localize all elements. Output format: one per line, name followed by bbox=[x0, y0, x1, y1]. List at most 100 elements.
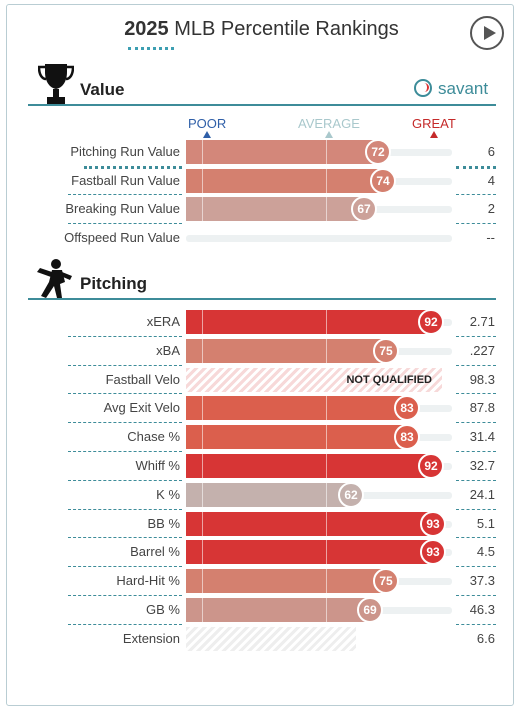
row-divider bbox=[456, 508, 496, 510]
not-qualified-bar: NOT QUALIFIED bbox=[186, 367, 442, 392]
row-divider bbox=[456, 165, 496, 169]
row-divider bbox=[68, 393, 182, 395]
pitching-row-fastball-velo[interactable]: Fastball Velo NOT QUALIFIED 98.3 bbox=[0, 366, 523, 394]
metric-value: 31.4 bbox=[469, 429, 495, 445]
page-title: 2025 MLB Percentile Rankings bbox=[0, 18, 523, 41]
metric-value: 2 bbox=[487, 201, 495, 217]
row-divider bbox=[68, 194, 182, 196]
percentile-bubble: 75 bbox=[373, 568, 399, 595]
row-divider bbox=[456, 194, 496, 196]
row-divider bbox=[68, 479, 182, 481]
percentile-bubble: 69 bbox=[357, 597, 383, 623]
metric-value: 32.7 bbox=[469, 458, 495, 473]
percentile-bar bbox=[186, 140, 378, 164]
pitching-row-k-pct[interactable]: K % 62 24.1 bbox=[0, 481, 523, 509]
metric-value: 98.3 bbox=[469, 371, 495, 387]
value-row-offspeed-run-value[interactable]: Offspeed Run Value -- bbox=[0, 224, 523, 252]
scale-poor: POOR bbox=[188, 116, 226, 138]
percentile-bubble: 62 bbox=[338, 481, 364, 508]
row-divider bbox=[68, 451, 182, 452]
scale-great: GREAT bbox=[412, 116, 456, 138]
savant-logo[interactable]: savant bbox=[438, 79, 489, 98]
row-divider bbox=[68, 335, 182, 337]
row-divider bbox=[456, 479, 496, 481]
row-divider bbox=[456, 223, 496, 225]
trophy-icon bbox=[38, 64, 74, 104]
title-text: MLB Percentile Rankings bbox=[174, 18, 399, 40]
value-row-pitching-run-value[interactable]: Pitching Run Value 72 6 bbox=[0, 138, 523, 166]
percentile-bubble: 92 bbox=[418, 309, 444, 335]
pitching-row-gb-pct[interactable]: GB % 69 46.3 bbox=[0, 596, 523, 624]
percentile-bar bbox=[186, 168, 383, 193]
title-year: 2025 bbox=[124, 18, 169, 40]
value-section-title: Value bbox=[80, 80, 125, 99]
not-qualified-label: NOT QUALIFIED bbox=[346, 373, 432, 386]
unranked-bar bbox=[186, 626, 356, 651]
row-divider bbox=[456, 393, 496, 395]
row-divider bbox=[68, 537, 182, 539]
value-row-fastball-run-value[interactable]: Fastball Run Value 74 4 bbox=[0, 167, 523, 195]
row-divider bbox=[68, 508, 182, 510]
row-divider bbox=[456, 451, 496, 452]
metric-name: GB % bbox=[146, 602, 180, 617]
percentile-bar bbox=[186, 338, 386, 363]
year-underline bbox=[128, 47, 174, 50]
metric-name: Chase % bbox=[127, 429, 180, 445]
percentile-bar bbox=[186, 197, 364, 222]
pitching-row-barrel-pct[interactable]: Barrel % 93 4.5 bbox=[0, 538, 523, 566]
row-divider bbox=[456, 537, 496, 539]
baseball-icon bbox=[414, 79, 432, 97]
metric-value: 4 bbox=[487, 172, 495, 188]
percentile-track bbox=[186, 235, 452, 243]
percentile-bubble: 83 bbox=[394, 424, 420, 451]
percentile-bubble: 67 bbox=[351, 196, 377, 223]
value-section-header: Value savant bbox=[28, 62, 496, 108]
percentile-bar bbox=[186, 310, 431, 334]
pitching-row-xba[interactable]: xBA 75 .227 bbox=[0, 337, 523, 365]
metric-value: 87.8 bbox=[469, 400, 495, 416]
metric-value: .227 bbox=[469, 342, 495, 358]
percentile-bar bbox=[186, 425, 407, 450]
percentile-bar bbox=[186, 482, 351, 507]
row-divider bbox=[68, 595, 182, 596]
row-divider bbox=[456, 422, 496, 424]
percentile-bar bbox=[186, 598, 370, 622]
percentile-bubble: 92 bbox=[418, 453, 444, 479]
metric-name: Avg Exit Velo bbox=[103, 400, 180, 416]
row-divider bbox=[456, 623, 496, 625]
row-divider bbox=[456, 595, 496, 596]
pitching-row-avg-exit-velo[interactable]: Avg Exit Velo 83 87.8 bbox=[0, 394, 523, 422]
percentile-bubble: 75 bbox=[373, 337, 399, 364]
pitching-section-title: Pitching bbox=[80, 274, 148, 293]
metric-name: Extension bbox=[122, 630, 180, 646]
scale-average: AVERAGE bbox=[298, 116, 360, 138]
percentile-bar bbox=[186, 540, 433, 565]
pitching-row-hard-hit-pct[interactable]: Hard-Hit % 75 37.3 bbox=[0, 567, 523, 595]
pitching-section-header: Pitching bbox=[28, 258, 496, 304]
metric-name: Barrel % bbox=[130, 544, 180, 560]
play-icon[interactable] bbox=[470, 16, 504, 50]
metric-name: K % bbox=[156, 486, 180, 502]
metric-value: 4.5 bbox=[476, 544, 495, 560]
pitching-row-bb-pct[interactable]: BB % 93 5.1 bbox=[0, 510, 523, 538]
metric-value: 6 bbox=[487, 144, 495, 159]
row-divider bbox=[68, 623, 182, 625]
pitching-row-whiff-pct[interactable]: Whiff % 92 32.7 bbox=[0, 452, 523, 480]
rankings-card bbox=[6, 4, 514, 706]
metric-name: BB % bbox=[147, 515, 180, 531]
percentile-bubble: 74 bbox=[370, 167, 396, 194]
pitching-row-chase-pct[interactable]: Chase % 83 31.4 bbox=[0, 423, 523, 451]
percentile-bar bbox=[186, 511, 433, 536]
metric-value: 2.71 bbox=[469, 314, 495, 329]
value-row-breaking-run-value[interactable]: Breaking Run Value 67 2 bbox=[0, 195, 523, 223]
metric-value: 37.3 bbox=[469, 573, 495, 589]
metric-name: xERA bbox=[146, 314, 180, 329]
row-divider bbox=[68, 223, 182, 225]
row-divider bbox=[68, 566, 182, 568]
pitcher-icon bbox=[37, 259, 72, 298]
metric-name: Whiff % bbox=[135, 458, 180, 473]
pitching-row-xera[interactable]: xERA 92 2.71 bbox=[0, 308, 523, 336]
percentile-bar bbox=[186, 454, 431, 478]
pitching-row-extension[interactable]: Extension 6.6 bbox=[0, 625, 523, 653]
percentile-bubble: 93 bbox=[420, 510, 446, 537]
